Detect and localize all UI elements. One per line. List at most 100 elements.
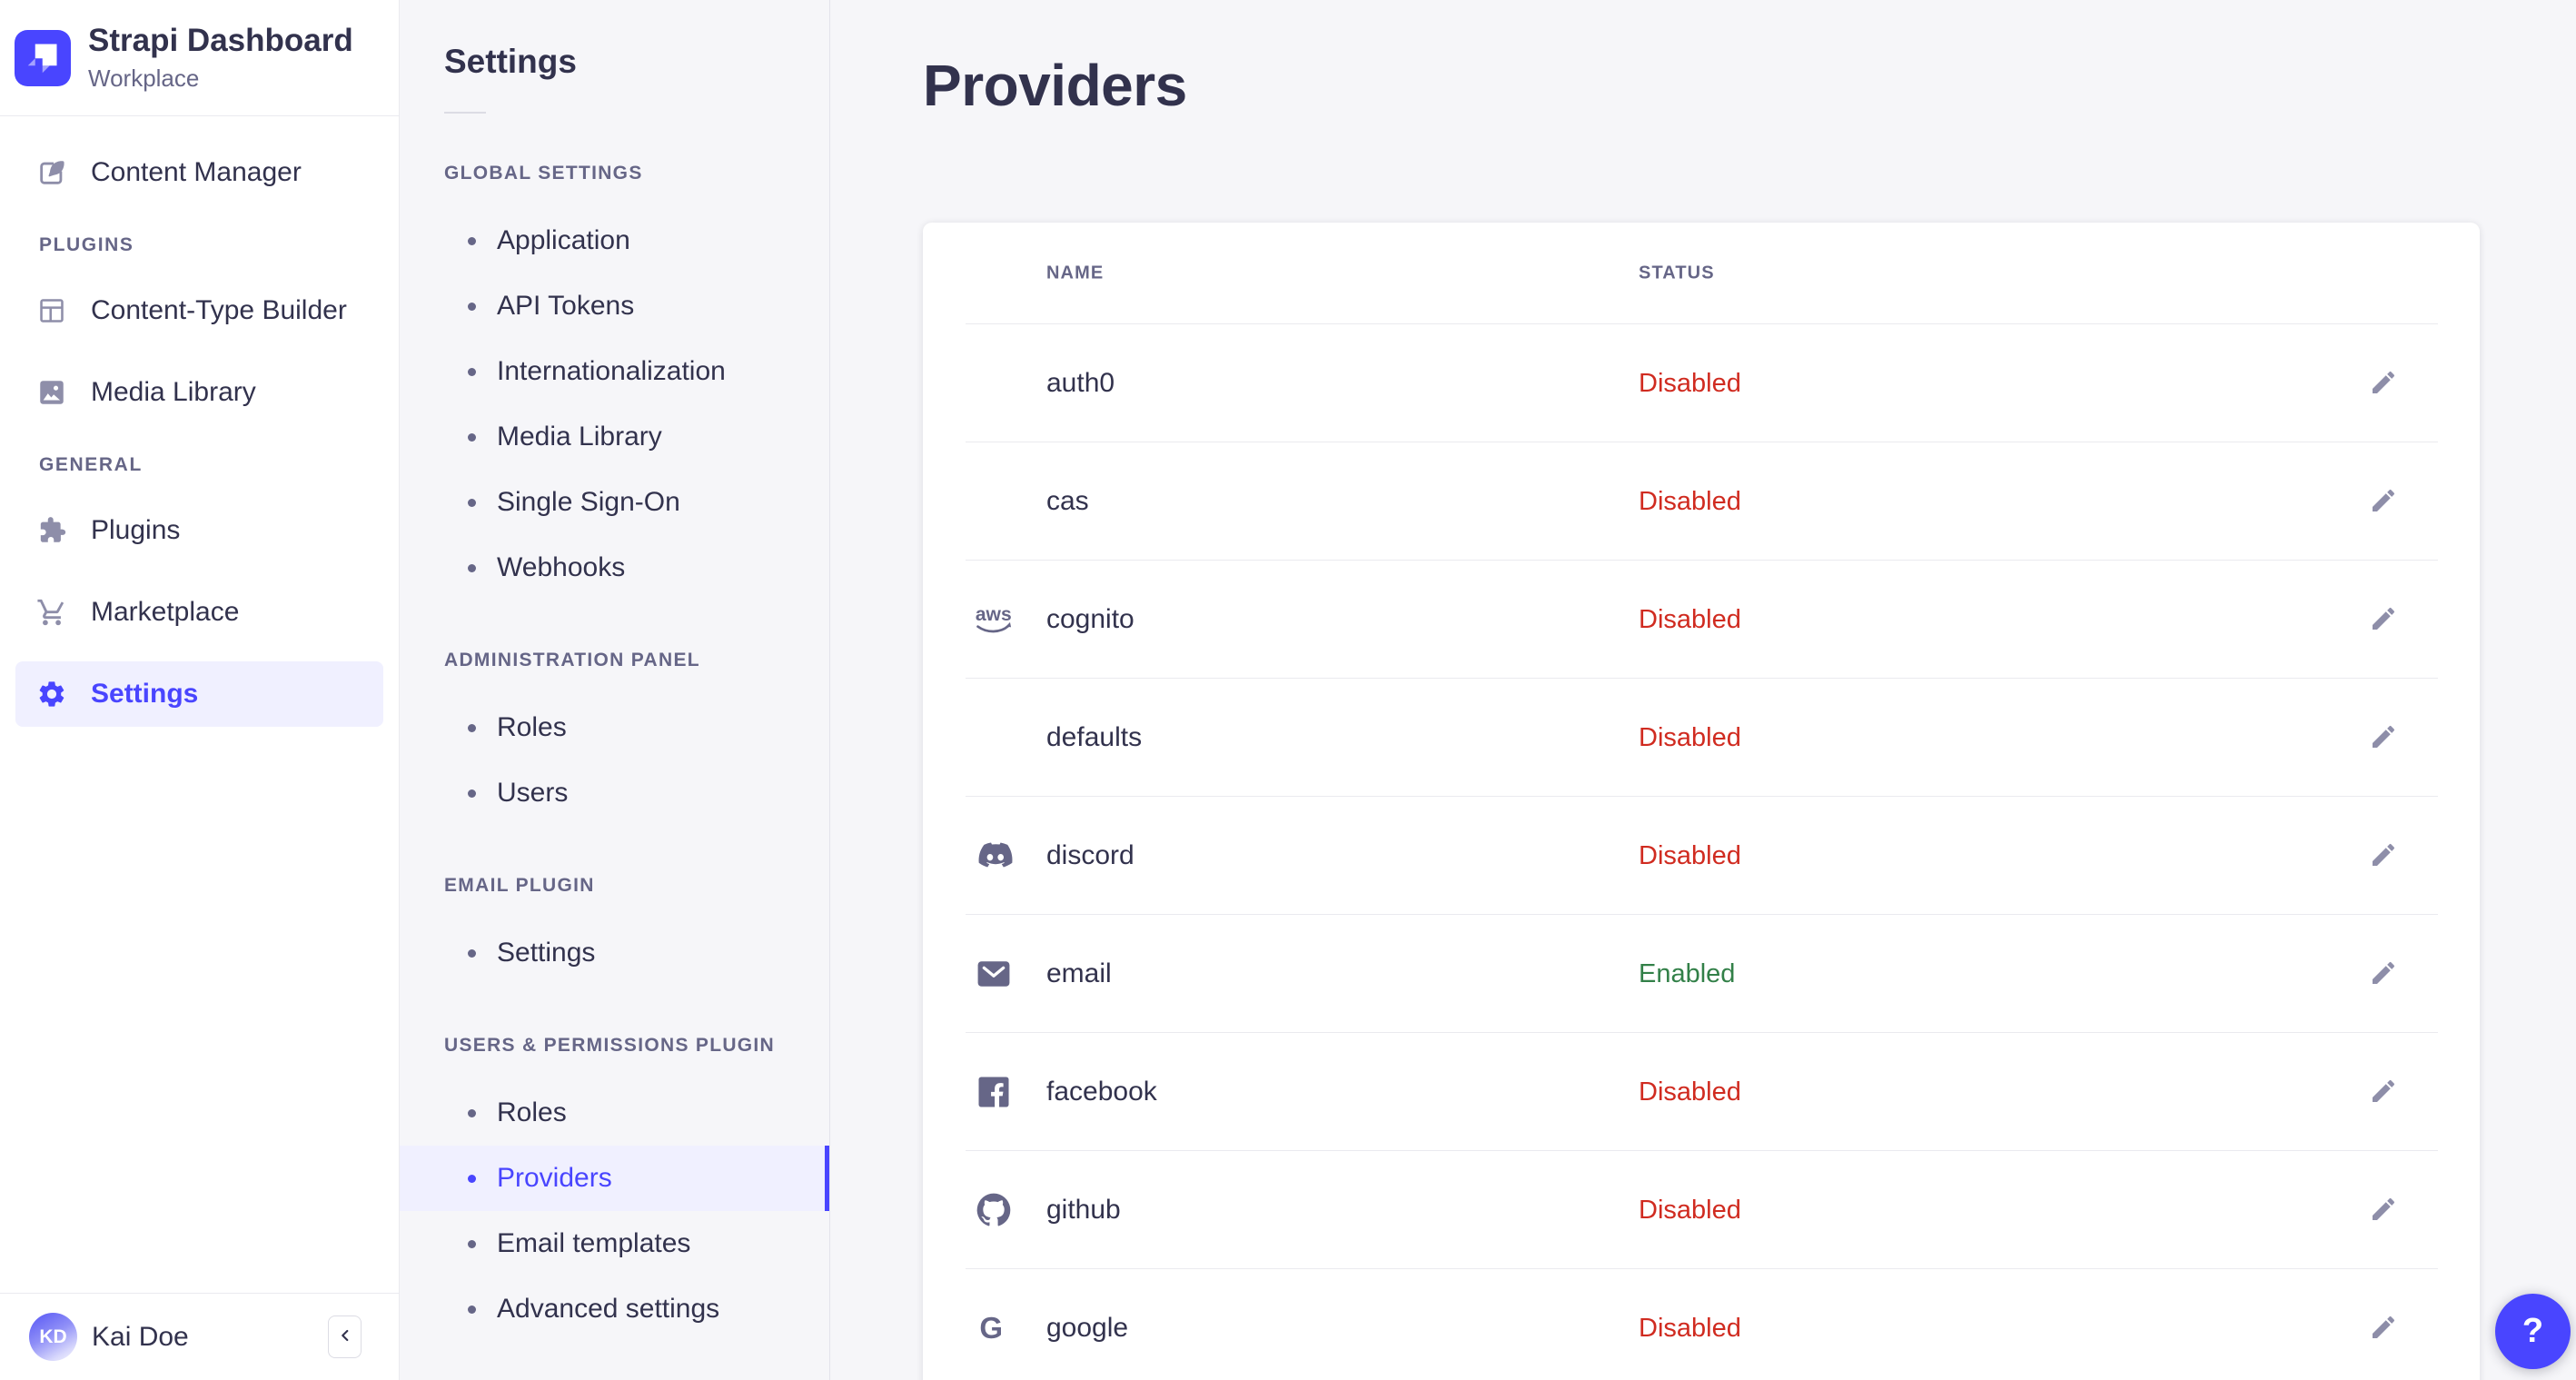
subnav-item-label: Advanced settings	[497, 1294, 720, 1324]
sidebar-item-content-manager[interactable]: Content Manager	[15, 140, 383, 205]
layout-icon	[36, 295, 67, 326]
subnav-item-application[interactable]: Application	[400, 208, 829, 273]
pencil-icon	[2369, 1195, 2398, 1226]
subnav-item-users[interactable]: Users	[400, 760, 829, 826]
puzzle-icon	[36, 515, 67, 546]
bullet-dot-icon	[468, 498, 476, 507]
sidebar-item-settings[interactable]: Settings	[15, 661, 383, 727]
provider-status-cell: Disabled	[1639, 442, 1741, 561]
pencil-icon	[2369, 604, 2398, 636]
edit-provider-button[interactable]	[2362, 1188, 2405, 1232]
no-icon	[974, 482, 1014, 521]
subnav-item-single-sign-on[interactable]: Single Sign-On	[400, 470, 829, 535]
subnav-item-settings[interactable]: Settings	[400, 920, 829, 986]
subnav-section: USERS & PERMISSIONS PLUGIN Roles Provide…	[400, 1035, 829, 1342]
provider-status-cell: Disabled	[1639, 324, 1741, 442]
table-row-github: github Disabled	[923, 1151, 2480, 1269]
provider-name: cognito	[1046, 604, 1134, 634]
subnav-item-label: Single Sign-On	[497, 487, 680, 517]
sidebar-item-marketplace[interactable]: Marketplace	[15, 580, 383, 645]
status-badge: Disabled	[1639, 368, 1741, 398]
edit-provider-button[interactable]	[2362, 598, 2405, 641]
bullet-dot-icon	[468, 948, 476, 958]
subnav-section-header-global-settings: GLOBAL SETTINGS	[444, 163, 643, 184]
provider-status-cell: Disabled	[1639, 1151, 1741, 1269]
bullet-dot-icon	[468, 563, 476, 572]
sidebar-item-label: Settings	[91, 679, 199, 709]
workspace-switcher[interactable]: Strapi Dashboard Workplace	[0, 0, 399, 116]
bullet-dot-icon	[468, 1305, 476, 1314]
pencil-icon	[2369, 1313, 2398, 1345]
subnav-item-label: Webhooks	[497, 552, 626, 582]
table-row-defaults: defaults Disabled	[923, 679, 2480, 797]
provider-name: email	[1046, 958, 1112, 988]
subnav-item-label: Media Library	[497, 422, 662, 452]
subnav-item-label: Email templates	[497, 1228, 691, 1258]
subnav-section: GLOBAL SETTINGS Application API Tokens I…	[400, 163, 829, 601]
sidebar-item-plugins[interactable]: Plugins	[15, 498, 383, 563]
edit-provider-button[interactable]	[2362, 952, 2405, 996]
help-button[interactable]: ?	[2495, 1294, 2571, 1369]
provider-status-cell: Disabled	[1639, 1269, 1741, 1380]
subnav-item-email-templates[interactable]: Email templates	[400, 1211, 829, 1276]
main-content: Providers NAME STATUS auth0 Disabled cas…	[830, 0, 2576, 1380]
settings-subnav: Settings GLOBAL SETTINGS Application API…	[400, 0, 830, 1380]
subnav-item-media-library[interactable]: Media Library	[400, 404, 829, 470]
nav-group: Content Manager	[15, 140, 383, 205]
subnav-item-advanced-settings[interactable]: Advanced settings	[400, 1276, 829, 1342]
subnav-sections: GLOBAL SETTINGS Application API Tokens I…	[400, 163, 829, 1342]
nav-section-header-plugins: PLUGINS	[39, 234, 134, 255]
provider-status-cell: Disabled	[1639, 1033, 1741, 1151]
provider-name-cell: G google	[974, 1269, 1128, 1380]
table-row-facebook: facebook Disabled	[923, 1033, 2480, 1151]
sidebar-item-content-type-builder[interactable]: Content-Type Builder	[15, 278, 383, 343]
status-badge: Disabled	[1639, 486, 1741, 516]
user-menu[interactable]: KD Kai Doe	[29, 1313, 189, 1361]
svg-text:aws: aws	[976, 604, 1012, 625]
sidebar-item-label: Media Library	[91, 377, 256, 407]
table-row-cognito: aws cognito Disabled	[923, 561, 2480, 679]
feather-pen-icon	[36, 157, 67, 188]
table-row-discord: discord Disabled	[923, 797, 2480, 915]
subnav-item-internationalization[interactable]: Internationalization	[400, 339, 829, 404]
provider-name: auth0	[1046, 368, 1115, 398]
bullet-dot-icon	[468, 789, 476, 798]
provider-status-cell: Disabled	[1639, 679, 1741, 797]
status-badge: Disabled	[1639, 1077, 1741, 1107]
status-badge: Enabled	[1639, 958, 1736, 988]
page-title: Providers	[923, 53, 1187, 118]
subnav-section-header-users-permissions-plugin: USERS & PERMISSIONS PLUGIN	[444, 1035, 776, 1056]
sidebar-item-media-library[interactable]: Media Library	[15, 360, 383, 425]
edit-provider-button[interactable]	[2362, 834, 2405, 878]
aws-icon: aws	[974, 600, 1014, 640]
edit-provider-button[interactable]	[2362, 716, 2405, 759]
bullet-dot-icon	[468, 1174, 476, 1183]
provider-name: google	[1046, 1313, 1129, 1343]
subnav-section: EMAIL PLUGIN Settings	[400, 875, 829, 986]
edit-provider-button[interactable]	[2362, 1070, 2405, 1114]
subnav-item-roles[interactable]: Roles	[400, 1080, 829, 1146]
provider-name-cell: defaults	[974, 679, 1142, 797]
edit-provider-button[interactable]	[2362, 362, 2405, 405]
subnav-item-label: Users	[497, 778, 569, 808]
edit-provider-button[interactable]	[2362, 1306, 2405, 1350]
chevron-left-icon	[335, 1325, 355, 1348]
edit-provider-button[interactable]	[2362, 480, 2405, 523]
status-badge: Disabled	[1639, 840, 1741, 870]
envelope-icon	[974, 954, 1014, 994]
table-row-auth0: auth0 Disabled	[923, 324, 2480, 442]
provider-status-cell: Disabled	[1639, 561, 1741, 679]
bullet-dot-icon	[468, 1239, 476, 1248]
collapse-sidebar-button[interactable]	[328, 1315, 362, 1358]
nav-group: PLUGINS Content-Type Builder Media Libra…	[15, 234, 383, 425]
user-name: Kai Doe	[92, 1321, 189, 1352]
subnav-section-header-email-plugin: EMAIL PLUGIN	[444, 875, 595, 896]
provider-name-cell: discord	[974, 797, 1134, 915]
divider	[444, 112, 486, 114]
subnav-item-api-tokens[interactable]: API Tokens	[400, 273, 829, 339]
subnav-item-roles[interactable]: Roles	[400, 695, 829, 760]
sidebar-footer: KD Kai Doe	[0, 1293, 399, 1380]
subnav-item-webhooks[interactable]: Webhooks	[400, 535, 829, 601]
subnav-item-providers[interactable]: Providers	[400, 1146, 829, 1211]
